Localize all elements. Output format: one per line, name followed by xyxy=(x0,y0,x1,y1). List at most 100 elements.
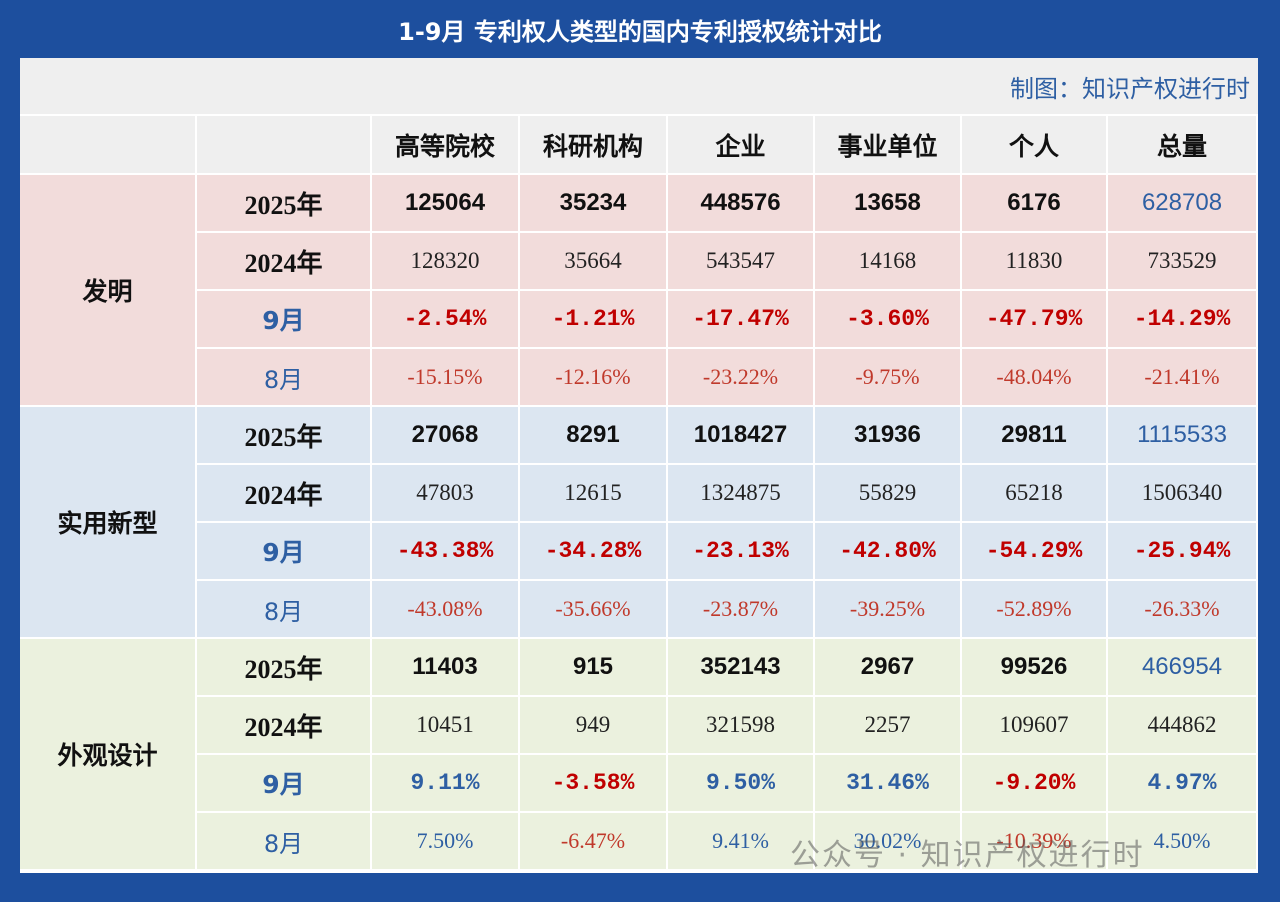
header-blank xyxy=(20,116,197,175)
value-cell: -1.21% xyxy=(520,291,668,349)
value-cell: -6.47% xyxy=(520,813,668,871)
value-cell: -10.39% xyxy=(962,813,1108,871)
value-cell: -26.33% xyxy=(1108,581,1258,639)
value-cell: -2.54% xyxy=(372,291,520,349)
value-cell: -43.08% xyxy=(372,581,520,639)
value-cell: 321598 xyxy=(668,697,815,755)
value-cell: -9.20% xyxy=(962,755,1108,813)
value-cell: 949 xyxy=(520,697,668,755)
value-cell: 1324875 xyxy=(668,465,815,523)
title: 1-9月 专利权人类型的国内专利授权统计对比 xyxy=(398,18,882,46)
value-cell: 6176 xyxy=(962,175,1108,233)
table: 制图：知识产权进行时 高等院校 科研机构 企业 事业单位 个人 总量 发明 2025年 1250… xyxy=(20,58,1258,873)
value-cell: 628708 xyxy=(1108,175,1258,233)
value-cell: 1018427 xyxy=(668,407,815,465)
column-header: 事业单位 xyxy=(815,116,962,175)
row-label: 8月 xyxy=(197,581,372,639)
value-cell: 466954 xyxy=(1108,639,1258,697)
value-cell: 128320 xyxy=(372,233,520,291)
value-cell: 352143 xyxy=(668,639,815,697)
column-header: 企业 xyxy=(668,116,815,175)
value-cell: 47803 xyxy=(372,465,520,523)
value-cell: 30.02% xyxy=(815,813,962,871)
row-label: 2024年 xyxy=(197,233,372,291)
value-cell: 915 xyxy=(520,639,668,697)
value-cell: -14.29% xyxy=(1108,291,1258,349)
value-cell: -39.25% xyxy=(815,581,962,639)
credit: 制图：知识产权进行时 xyxy=(20,58,1258,116)
value-cell: 125064 xyxy=(372,175,520,233)
row-label: 8月 xyxy=(197,349,372,407)
value-cell: -35.66% xyxy=(520,581,668,639)
row-label: 9月 xyxy=(197,755,372,813)
value-cell: 27068 xyxy=(372,407,520,465)
row-label: 2024年 xyxy=(197,465,372,523)
value-cell: 11830 xyxy=(962,233,1108,291)
value-cell: 99526 xyxy=(962,639,1108,697)
value-cell: -9.75% xyxy=(815,349,962,407)
watermark: 公众号 · 知识产权进行时 xyxy=(790,838,1145,873)
value-cell: -23.13% xyxy=(668,523,815,581)
value-cell: 11403 xyxy=(372,639,520,697)
value-cell: 9.11% xyxy=(372,755,520,813)
value-cell: 7.50% xyxy=(372,813,520,871)
value-cell: -47.79% xyxy=(962,291,1108,349)
value-cell: 444862 xyxy=(1108,697,1258,755)
value-cell: 29811 xyxy=(962,407,1108,465)
value-cell: 31936 xyxy=(815,407,962,465)
value-cell: 109607 xyxy=(962,697,1108,755)
row-label: 9月 xyxy=(197,523,372,581)
value-cell: 12615 xyxy=(520,465,668,523)
row-label: 9月 xyxy=(197,291,372,349)
value-cell: -12.16% xyxy=(520,349,668,407)
value-cell: 1115533 xyxy=(1108,407,1258,465)
value-cell: -3.60% xyxy=(815,291,962,349)
value-cell: -54.29% xyxy=(962,523,1108,581)
value-cell: 13658 xyxy=(815,175,962,233)
value-cell: 10451 xyxy=(372,697,520,755)
value-cell: 8291 xyxy=(520,407,668,465)
value-cell: 35234 xyxy=(520,175,668,233)
value-cell: -3.58% xyxy=(520,755,668,813)
value-cell: 2967 xyxy=(815,639,962,697)
row-label: 8月 xyxy=(197,813,372,871)
row-label: 2024年 xyxy=(197,697,372,755)
column-header: 个人 xyxy=(962,116,1108,175)
value-cell: -43.38% xyxy=(372,523,520,581)
value-cell: 733529 xyxy=(1108,233,1258,291)
value-cell: 14168 xyxy=(815,233,962,291)
row-label: 2025年 xyxy=(197,175,372,233)
value-cell: -23.22% xyxy=(668,349,815,407)
row-label: 2025年 xyxy=(197,639,372,697)
group-label: 实用新型 xyxy=(20,407,197,639)
group-label: 发明 xyxy=(20,175,197,407)
row-label: 2025年 xyxy=(197,407,372,465)
value-cell: 9.41% xyxy=(668,813,815,871)
group-label: 外观设计 xyxy=(20,639,197,871)
value-cell: -42.80% xyxy=(815,523,962,581)
header-blank xyxy=(197,116,372,175)
value-cell: 1506340 xyxy=(1108,465,1258,523)
value-cell: 31.46% xyxy=(815,755,962,813)
value-cell: 4.50% xyxy=(1108,813,1258,871)
value-cell: -17.47% xyxy=(668,291,815,349)
value-cell: 4.97% xyxy=(1108,755,1258,813)
value-cell: 9.50% xyxy=(668,755,815,813)
value-cell: 448576 xyxy=(668,175,815,233)
value-cell: 35664 xyxy=(520,233,668,291)
value-cell: -23.87% xyxy=(668,581,815,639)
value-cell: -15.15% xyxy=(372,349,520,407)
value-cell: -25.94% xyxy=(1108,523,1258,581)
value-cell: 2257 xyxy=(815,697,962,755)
value-cell: -34.28% xyxy=(520,523,668,581)
column-header: 科研机构 xyxy=(520,116,668,175)
value-cell: -48.04% xyxy=(962,349,1108,407)
value-cell: -21.41% xyxy=(1108,349,1258,407)
value-cell: -52.89% xyxy=(962,581,1108,639)
value-cell: 65218 xyxy=(962,465,1108,523)
column-header: 总量 xyxy=(1108,116,1258,175)
column-header: 高等院校 xyxy=(372,116,520,175)
value-cell: 55829 xyxy=(815,465,962,523)
value-cell: 543547 xyxy=(668,233,815,291)
